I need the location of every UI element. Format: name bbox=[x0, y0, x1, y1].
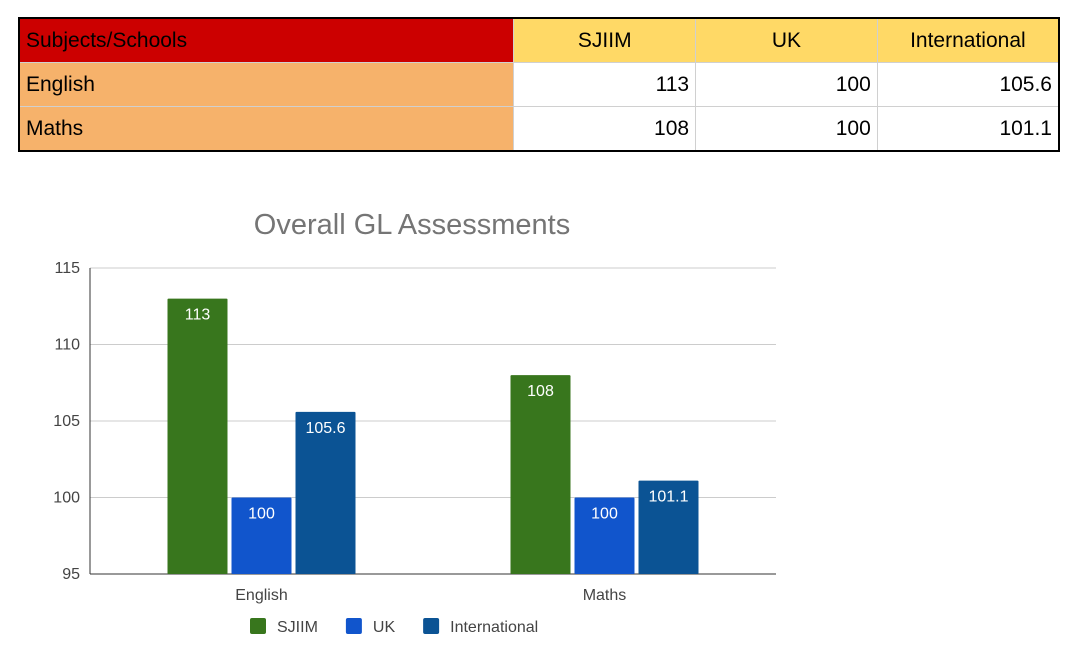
y-tick-label: 95 bbox=[62, 566, 80, 583]
x-tick-label: Maths bbox=[583, 587, 627, 604]
legend-swatch-sjiim bbox=[250, 618, 266, 634]
bar-data-label: 101.1 bbox=[648, 489, 688, 506]
legend-label-international: International bbox=[450, 619, 538, 636]
bar-international-english bbox=[295, 411, 356, 574]
table-header-row: Subjects/Schools SJIIM UK International bbox=[19, 18, 1059, 63]
chart-title: Overall GL Assessments bbox=[254, 209, 570, 241]
bar-data-label: 105.6 bbox=[305, 420, 345, 437]
bar-data-label: 113 bbox=[185, 307, 211, 324]
y-axis: 95 100 105 110 115 bbox=[53, 260, 91, 583]
bars: 113 100 105.6 108 100 101.1 bbox=[167, 298, 699, 574]
legend-swatch-international bbox=[423, 618, 440, 634]
bar-data-label: 100 bbox=[248, 506, 275, 523]
x-axis: English Maths bbox=[235, 587, 626, 604]
bar-uk-maths bbox=[574, 497, 635, 574]
x-tick-label: English bbox=[235, 587, 287, 604]
y-tick-label: 105 bbox=[53, 413, 80, 430]
cell-english-sjiim: 113 bbox=[513, 62, 697, 107]
bar-sjiim-english bbox=[167, 298, 228, 574]
bar-sjiim-maths bbox=[510, 375, 571, 574]
table-row: English 113 100 105.6 bbox=[19, 62, 1059, 107]
row-label-english: English bbox=[19, 62, 515, 107]
cell-maths-international: 101.1 bbox=[876, 106, 1059, 151]
bar-data-label: 108 bbox=[527, 383, 554, 400]
cell-english-uk: 100 bbox=[695, 62, 878, 107]
bar-chart: Overall GL Assessments 95 100 105 110 115 11… bbox=[53, 209, 776, 636]
chart-legend: SJIIM UK International bbox=[250, 618, 538, 636]
header-cell-uk: UK bbox=[695, 18, 878, 63]
data-table: Subjects/Schools SJIIM UK International … bbox=[18, 17, 1060, 152]
bar-uk-english bbox=[231, 497, 292, 574]
y-tick-label: 115 bbox=[54, 260, 80, 277]
header-cell-international: International bbox=[876, 18, 1059, 63]
header-cell-subjects: Subjects/Schools bbox=[19, 18, 515, 63]
header-cell-sjiim: SJIIM bbox=[513, 18, 697, 63]
legend-swatch-uk bbox=[345, 618, 362, 634]
row-label-maths: Maths bbox=[19, 106, 515, 151]
y-tick-label: 100 bbox=[53, 490, 80, 507]
cell-maths-uk: 100 bbox=[695, 106, 878, 151]
cell-maths-sjiim: 108 bbox=[513, 106, 697, 151]
legend-label-sjiim: SJIIM bbox=[277, 619, 318, 636]
bar-international-maths bbox=[638, 480, 699, 574]
bar-data-label: 100 bbox=[591, 506, 618, 523]
legend-label-uk: UK bbox=[373, 619, 396, 636]
table-row: Maths 108 100 101.1 bbox=[19, 106, 1059, 151]
cell-english-international: 105.6 bbox=[876, 62, 1059, 107]
y-tick-label: 110 bbox=[54, 337, 80, 354]
